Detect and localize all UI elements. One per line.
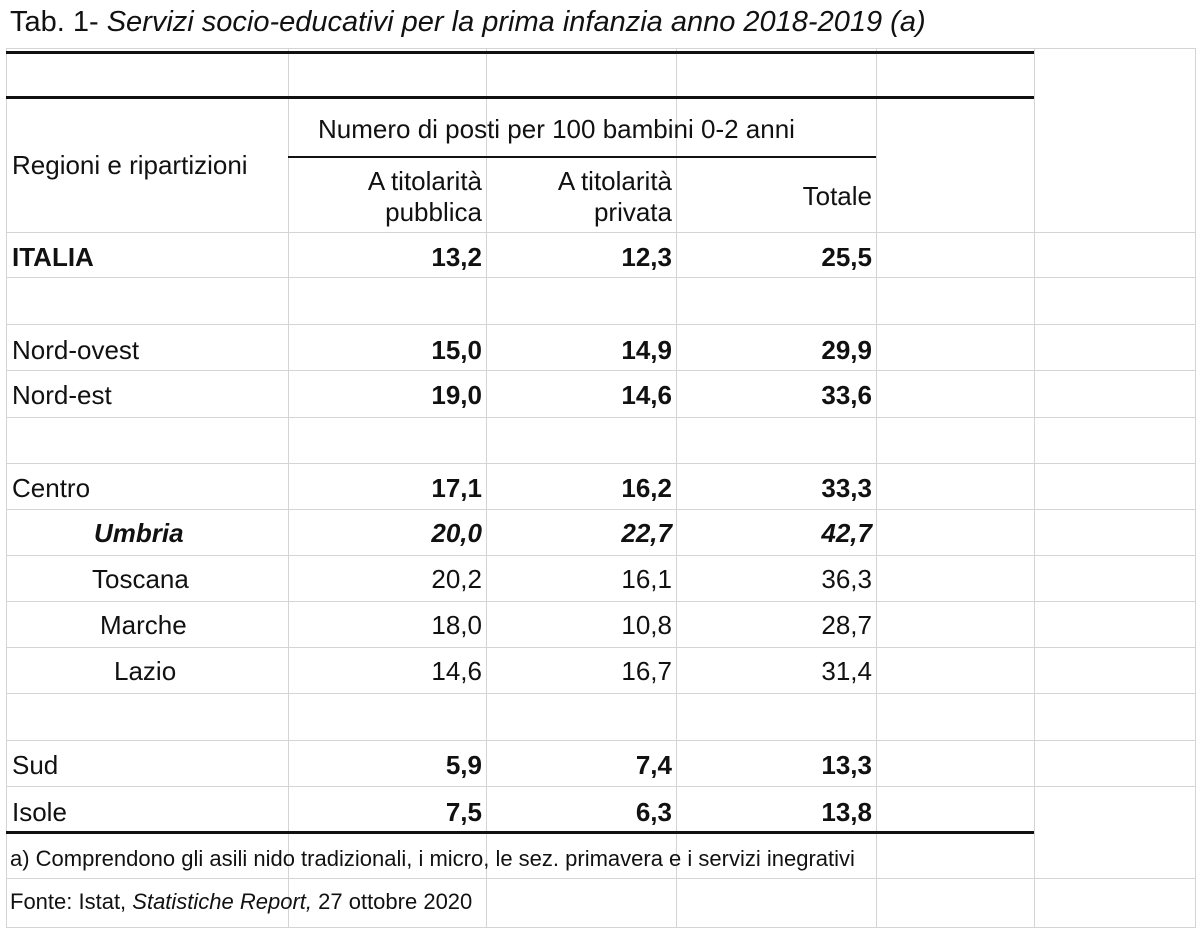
cell-total: 29,9 [821,335,872,365]
cell-total: 33,6 [821,380,872,410]
cell-private: 14,6 [621,380,672,410]
source-prefix: Fonte: Istat, [10,889,133,914]
cell-public: 17,1 [431,473,482,503]
grid-line [6,740,1196,741]
grid-line [6,647,1196,648]
column-header-public-line1: A titolarità [367,166,482,196]
row-label: Centro [12,473,91,503]
grid-line [676,48,677,928]
cell-public: 5,9 [445,750,482,780]
cell-total: 36,3 [821,564,872,594]
cell-private: 7,4 [635,750,672,780]
cell-private: 6,3 [635,797,672,827]
cell-total: 13,3 [821,750,872,780]
grid-line [6,48,7,928]
cell-total: 31,4 [821,656,872,686]
cell-total: 28,7 [821,610,872,640]
grid-line [6,601,1196,602]
column-header-public-line2: pubblica [385,197,482,227]
grid-line [6,555,1196,556]
column-header-public: A titolarità pubblica [300,166,482,228]
row-label: Nord-est [12,380,112,410]
cell-total: 33,3 [821,473,872,503]
row-label: Sud [12,750,59,780]
table-number: Tab. 1- [10,6,107,38]
cell-public: 13,2 [431,242,482,272]
grid-line [876,48,877,928]
grid-line [6,48,1196,49]
cell-public: 19,0 [431,380,482,410]
row-label: Toscana [92,564,189,594]
bottom-rule [6,831,1034,834]
grid-line [6,463,1196,464]
grid-line [288,48,289,928]
column-header-private-line2: privata [593,197,672,227]
row-label: Lazio [114,656,177,686]
top-rule [6,51,1034,54]
grid-line [486,48,487,928]
cell-total: 13,8 [821,797,872,827]
column-header-private: A titolarità privata [490,166,672,228]
cell-private: 14,9 [621,335,672,365]
row-label: Marche [100,610,187,640]
row-label: Umbria [94,518,184,548]
cell-public: 15,0 [431,335,482,365]
grid-line [6,927,1196,928]
column-header-private-line1: A titolarità [557,166,672,196]
row-label: Isole [12,797,67,827]
cell-private: 12,3 [621,242,672,272]
grid-line [6,693,1196,694]
cell-public: 20,0 [431,518,482,548]
footnote: a) Comprendono gli asili nido tradiziona… [10,846,855,871]
table-title-text: Servizi socio-educativi per la prima inf… [106,6,926,38]
source-note: Fonte: Istat, Statistiche Report, 27 ott… [10,889,472,915]
row-label: Nord-ovest [12,335,140,365]
cell-private: 16,7 [621,656,672,686]
cell-private: 22,7 [621,518,672,548]
grid-line [6,232,1196,233]
cell-private: 16,2 [621,473,672,503]
source-publication: Statistiche Report, [132,889,313,914]
cell-public: 20,2 [431,564,482,594]
grid-line [6,277,1196,278]
grid-line [1034,48,1035,928]
grid-line [1195,48,1196,928]
group-header: Numero di posti per 100 bambini 0-2 anni [318,114,795,144]
column-header-total: Totale [802,181,872,211]
row-label-header: Regioni e ripartizioni [12,150,248,180]
cell-public: 14,6 [431,656,482,686]
cell-total: 25,5 [821,242,872,272]
group-rule [288,156,876,158]
cell-private: 16,1 [621,564,672,594]
cell-total: 42,7 [821,518,872,548]
grid-line [6,878,1196,879]
grid-line [6,786,1196,787]
source-date: 27 ottobre 2020 [312,889,473,914]
cell-private: 10,8 [621,610,672,640]
grid-line [6,324,1196,325]
cell-public: 18,0 [431,610,482,640]
header-rule [6,96,1034,99]
table-title: Tab. 1- Servizi socio-educativi per la p… [10,6,926,39]
row-label: ITALIA [12,242,94,272]
grid-line [6,417,1196,418]
grid-line [6,509,1196,510]
cell-public: 7,5 [445,797,482,827]
grid-line [6,370,1196,371]
